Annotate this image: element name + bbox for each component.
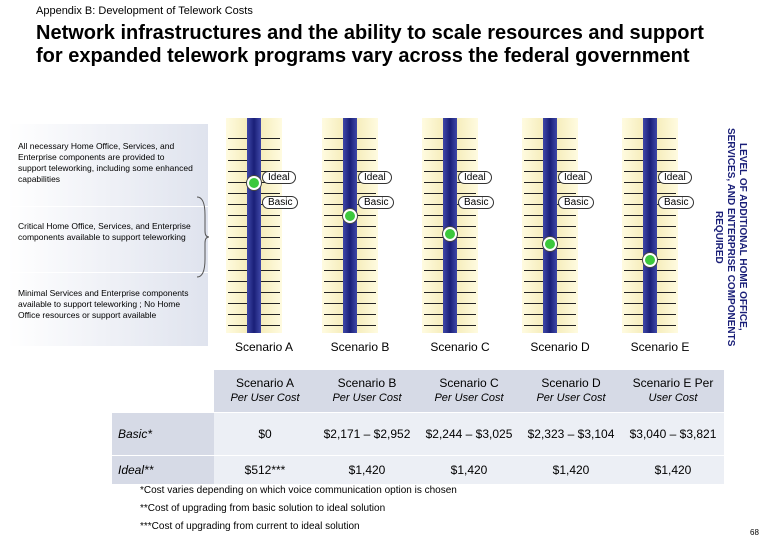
cell: $3,040 – $3,821 bbox=[622, 412, 724, 456]
levels-panel: All necessary Home Office, Services, and… bbox=[8, 124, 208, 346]
divider bbox=[8, 206, 208, 207]
cell: $2,244 – $3,025 bbox=[418, 412, 520, 456]
bar bbox=[443, 118, 457, 333]
header-sub: Per User Cost bbox=[230, 392, 300, 404]
scenario-label: Scenario A bbox=[234, 340, 294, 354]
scenario-label: Scenario E bbox=[630, 340, 690, 354]
scenario-column bbox=[622, 118, 678, 333]
row: Ideal** $512*** $1,420 $1,420 $1,420 $1,420 bbox=[112, 455, 724, 485]
header-sub: Per User Cost bbox=[434, 392, 504, 404]
bar bbox=[543, 118, 557, 333]
header-cell: Scenario E Per User Cost bbox=[622, 370, 724, 413]
bar bbox=[343, 118, 357, 333]
header-cell: Scenario A Per User Cost bbox=[214, 370, 316, 413]
ideal-callout: Ideal bbox=[458, 171, 492, 184]
ideal-callout: Ideal bbox=[558, 171, 592, 184]
row-label: Ideal** bbox=[112, 455, 214, 485]
basic-callout: Basic bbox=[558, 196, 595, 209]
cost-table: Scenario A Per User Cost Scenario B Per Use… bbox=[112, 370, 724, 485]
header-title: Scenario D bbox=[541, 376, 601, 390]
position-dot bbox=[543, 237, 557, 251]
scenario-label: Scenario D bbox=[530, 340, 590, 354]
header-title: Scenario C bbox=[439, 376, 499, 390]
scenario-column bbox=[226, 118, 282, 333]
ideal-callout: Ideal bbox=[358, 171, 392, 184]
level-text: All necessary Home Office, Services, and… bbox=[18, 141, 193, 184]
cell: $2,171 – $2,952 bbox=[316, 412, 418, 456]
basic-callout: Basic bbox=[262, 196, 299, 209]
footnote: *Cost varies depending on which voice co… bbox=[140, 485, 457, 496]
header-sub: Per User Cost bbox=[332, 392, 402, 404]
level-text: Critical Home Office, Services, and Ente… bbox=[18, 221, 191, 242]
position-dot bbox=[443, 227, 457, 241]
basic-callout: Basic bbox=[358, 196, 395, 209]
cell: $2,323 – $3,104 bbox=[520, 412, 622, 456]
header-row: Scenario A Per User Cost Scenario B Per Use… bbox=[112, 370, 724, 413]
position-dot bbox=[343, 209, 357, 223]
cell: $1,420 bbox=[418, 455, 520, 485]
cell: $1,420 bbox=[520, 455, 622, 485]
header-title: Scenario B bbox=[337, 376, 397, 390]
position-dot bbox=[643, 253, 657, 267]
scenario-column bbox=[422, 118, 478, 333]
footnote: **Cost of upgrading from basic solution … bbox=[140, 503, 386, 514]
axis-label: LEVEL OF ADDITIONAL HOME OFFICE, SERVICE… bbox=[713, 127, 748, 347]
cell: $0 bbox=[214, 412, 316, 456]
header-sub: Per User Cost bbox=[536, 392, 606, 404]
title: Network infrastructures and the ability … bbox=[36, 22, 704, 67]
header-title: Scenario A bbox=[235, 376, 295, 390]
cell: $512*** bbox=[214, 455, 316, 485]
header-title: Scenario E Per bbox=[632, 376, 714, 390]
bar bbox=[247, 118, 261, 333]
blank bbox=[112, 370, 214, 413]
ideal-callout: Ideal bbox=[262, 171, 296, 184]
divider bbox=[8, 272, 208, 273]
header-sub: User Cost bbox=[648, 392, 698, 404]
position-dot bbox=[247, 176, 261, 190]
scenario-column bbox=[522, 118, 578, 333]
header-cell: Scenario D Per User Cost bbox=[520, 370, 622, 413]
bar bbox=[643, 118, 657, 333]
row: Basic* $0 $2,171 – $2,952 $2,244 – $3,025 $2… bbox=[112, 412, 724, 456]
section-header: Appendix B: Development of Telework Cost… bbox=[36, 5, 253, 17]
cell: $1,420 bbox=[622, 455, 724, 485]
scenario-label: Scenario B bbox=[330, 340, 390, 354]
footnote: ***Cost of upgrading from current to ide… bbox=[140, 521, 360, 532]
header-cell: Scenario C Per User Cost bbox=[418, 370, 520, 413]
basic-callout: Basic bbox=[458, 196, 495, 209]
footnotes: *Cost varies depending on which voice co… bbox=[140, 482, 457, 536]
page-number: 68 bbox=[750, 528, 759, 537]
brace bbox=[196, 196, 210, 278]
level-text: Minimal Services and Enterprise componen… bbox=[18, 288, 189, 320]
scenario-column bbox=[322, 118, 378, 333]
row-label: Basic* bbox=[112, 412, 214, 456]
cell: $1,420 bbox=[316, 455, 418, 485]
ideal-callout: Ideal bbox=[658, 171, 692, 184]
scenario-label: Scenario C bbox=[430, 340, 490, 354]
header-cell: Scenario B Per User Cost bbox=[316, 370, 418, 413]
basic-callout: Basic bbox=[658, 196, 695, 209]
